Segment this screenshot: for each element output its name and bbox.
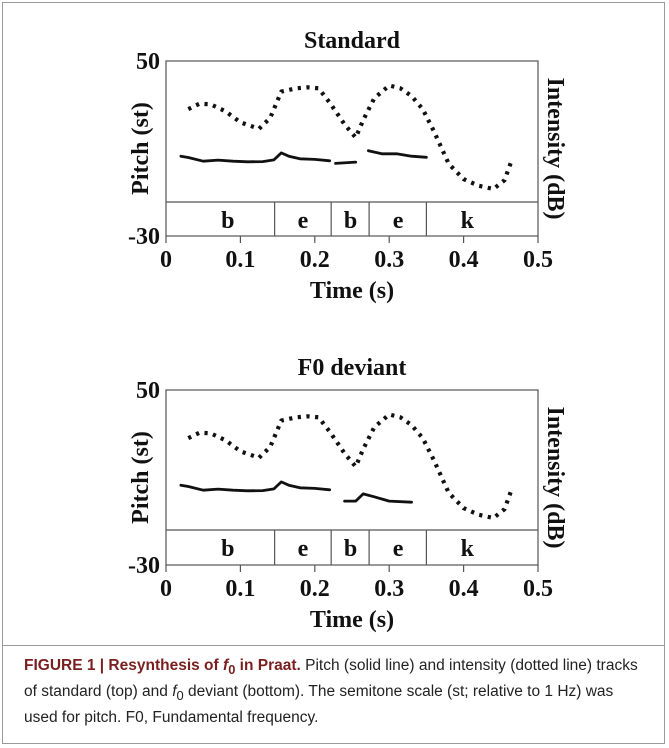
- caption-label-f: f: [223, 657, 229, 674]
- caption-text-2: deviant (bottom). The semitone scale (st…: [24, 683, 614, 727]
- chart-0-pitch-segment-2: [366, 149, 428, 159]
- chart-1-x-tick-2: 0.2: [300, 576, 330, 602]
- caption-text-1: Pitch (solid line) and intensity (dotted…: [24, 657, 638, 701]
- chart-0-segment-label-1: e: [298, 208, 309, 234]
- chart-0-segment-label-0: b: [221, 208, 234, 234]
- chart-0-y-tick-top: 50: [136, 49, 160, 75]
- chart-0-y-axis-label-left: Pitch (st): [128, 102, 154, 195]
- chart-0-x-tick-5: 0.5: [523, 247, 553, 273]
- caption-text-f: f: [172, 683, 177, 701]
- figure-caption: FIGURE 1 | Resynthesis of f0 in Praat. P…: [24, 655, 649, 729]
- chart-0-pitch-segment-0: [179, 151, 332, 164]
- chart-1-segment-label-2: b: [344, 536, 357, 562]
- chart-0-segment-label-2: b: [344, 208, 357, 234]
- caption-label-sub: 0: [228, 662, 236, 678]
- chart-0-x-axis-label: Time (s): [310, 278, 394, 304]
- caption-text-sub: 0: [176, 688, 184, 704]
- chart-1-intensity-line: [187, 412, 514, 521]
- chart-1-segment-label-4: k: [461, 536, 475, 562]
- chart-1-x-tick-0: 0: [160, 576, 172, 602]
- chart-1-x-tick-5: 0.5: [523, 576, 553, 602]
- caption-divider: [2, 645, 665, 646]
- chart-1-segment-label-1: e: [298, 536, 309, 562]
- chart-1-y-tick-top: 50: [136, 378, 160, 404]
- chart-0-segment-label-3: e: [393, 208, 404, 234]
- chart-0-y-tick-bottom: -30: [128, 224, 160, 250]
- chart-1-y-tick-bottom: -30: [128, 553, 160, 579]
- chart-1-segment-label-3: e: [393, 536, 404, 562]
- caption-label: FIGURE 1 | Resynthesis of f0 in Praat.: [24, 657, 301, 678]
- chart-0-y-axis-label-right: Intensity (dB): [542, 77, 568, 219]
- chart-0-title: Standard: [304, 28, 401, 54]
- chart-1-y-axis-label-left: Pitch (st): [128, 431, 154, 524]
- chart-0-plot-frame: [165, 60, 539, 237]
- chart-0-x-tick-3: 0.3: [374, 247, 404, 273]
- chart-1-x-tick-3: 0.3: [374, 576, 404, 602]
- chart-1-y-axis-label-right: Intensity (dB): [542, 406, 568, 548]
- chart-1-pitch-segment-0: [179, 480, 332, 493]
- chart-1-x-tick-1: 0.1: [225, 576, 255, 602]
- chart-0-segment-label-4: k: [461, 208, 475, 234]
- panel-f0-deviant: F0 deviant b e b e k 50 -300 0.1 0.2 0.3 0.4 0.5 Time…: [128, 355, 568, 633]
- chart-0-x-tick-4: 0.4: [449, 247, 479, 273]
- chart-1-x-tick-4: 0.4: [449, 576, 479, 602]
- chart-0-x-tick-2: 0.2: [300, 247, 330, 273]
- chart-1-title: F0 deviant: [298, 355, 407, 381]
- chart-1-segment-label-0: b: [221, 536, 234, 562]
- chart-0-pitch-segment-1: [334, 160, 358, 165]
- chart-0-x-tick-0: 0: [160, 247, 172, 273]
- chart-1-plot-frame: [165, 389, 539, 566]
- chart-1-pitch-segment-1: [343, 492, 413, 504]
- chart-0-x-tick-1: 0.1: [225, 247, 255, 273]
- chart-1-x-axis-label: Time (s): [310, 607, 394, 633]
- chart-0-intensity-line: [187, 83, 514, 192]
- panel-standard: Standard b e b e k 50 -300 0.1 0.2 0.3 0.4 0.5 Time (…: [128, 28, 568, 304]
